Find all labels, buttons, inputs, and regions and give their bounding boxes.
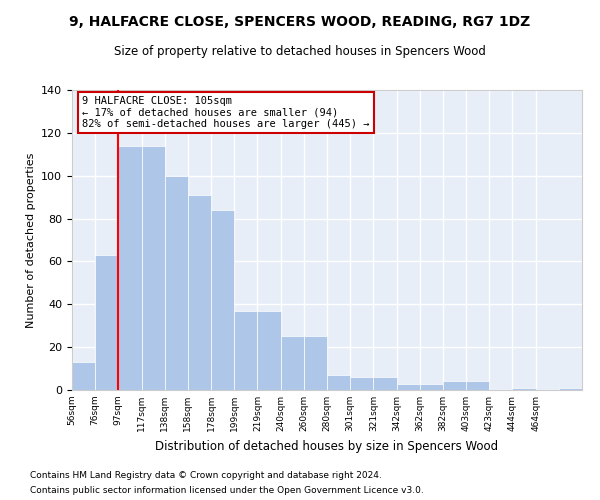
Bar: [211, 210, 234, 390]
Bar: [397, 384, 420, 390]
Bar: [234, 310, 257, 390]
Text: Contains HM Land Registry data © Crown copyright and database right 2024.: Contains HM Land Registry data © Crown c…: [30, 471, 382, 480]
Text: 9, HALFACRE CLOSE, SPENCERS WOOD, READING, RG7 1DZ: 9, HALFACRE CLOSE, SPENCERS WOOD, READIN…: [70, 15, 530, 29]
Bar: [304, 336, 327, 390]
X-axis label: Distribution of detached houses by size in Spencers Wood: Distribution of detached houses by size …: [155, 440, 499, 452]
Text: 9 HALFACRE CLOSE: 105sqm
← 17% of detached houses are smaller (94)
82% of semi-d: 9 HALFACRE CLOSE: 105sqm ← 17% of detach…: [82, 96, 370, 129]
Text: Contains public sector information licensed under the Open Government Licence v3: Contains public sector information licen…: [30, 486, 424, 495]
Bar: [443, 382, 466, 390]
Bar: [165, 176, 188, 390]
Bar: [373, 377, 397, 390]
Bar: [420, 384, 443, 390]
Bar: [350, 377, 373, 390]
Text: Size of property relative to detached houses in Spencers Wood: Size of property relative to detached ho…: [114, 45, 486, 58]
Bar: [257, 310, 281, 390]
Bar: [72, 362, 95, 390]
Bar: [95, 255, 118, 390]
Bar: [188, 195, 211, 390]
Bar: [466, 382, 489, 390]
Bar: [118, 146, 142, 390]
Bar: [512, 388, 536, 390]
Y-axis label: Number of detached properties: Number of detached properties: [26, 152, 35, 328]
Bar: [281, 336, 304, 390]
Bar: [327, 375, 350, 390]
Bar: [559, 388, 582, 390]
Bar: [142, 146, 165, 390]
